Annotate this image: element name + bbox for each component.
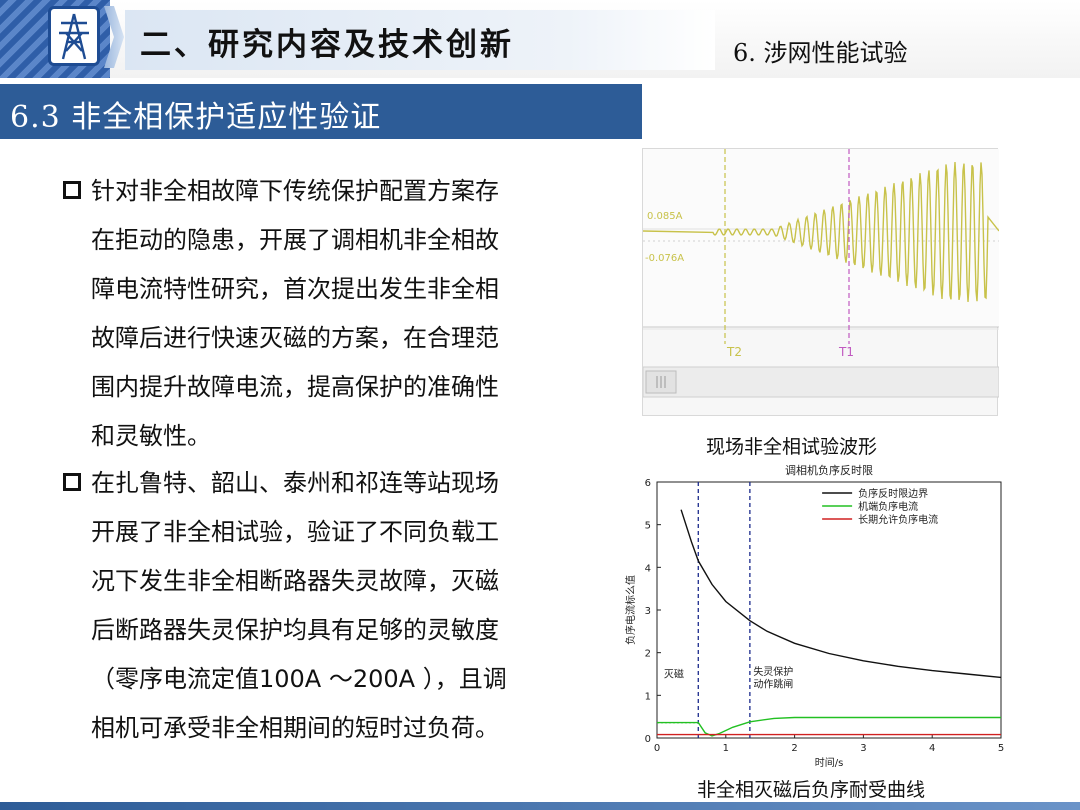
y-tick-label: 5	[645, 521, 651, 532]
header-chevron	[104, 6, 124, 68]
scrollbar-track	[642, 366, 1000, 398]
bullet-line: 和灵敏性。	[91, 422, 211, 450]
bullet-line: 围内提升故障电流，提高保护的准确性	[91, 373, 499, 401]
y-axis-label: 负序电流标么值	[624, 575, 637, 645]
bullet-text: 针对非全相故障下传统保护配置方案存 在拒动的隐患，开展了调相机非全相故 障电流特…	[91, 167, 561, 461]
legend-label: 负序反时限边界	[858, 487, 928, 500]
bullet-line: 障电流特性研究，首次提出发生非全相	[91, 275, 499, 303]
y-tick-label: 4	[645, 563, 651, 574]
x-tick-label: 5	[998, 743, 1004, 754]
negative-sequence-chart: 调相机负序反时限 0 1 2 3 4 5 0 1 2 3 4 5 6 时间/s 负序电流标么值 负序反时限边界机…	[620, 458, 1010, 776]
legend-label: 机端负序电流	[858, 500, 918, 513]
header-band	[125, 10, 715, 70]
waveform-line	[642, 161, 1000, 302]
bullet-line: 况下发生非全相断路器失灵故障，灭磁	[91, 567, 499, 595]
t2-label: T2	[726, 345, 742, 359]
bullet-line: 在拒动的隐患，开展了调相机非全相故	[91, 226, 499, 254]
bullet-square-icon	[63, 473, 81, 491]
y-tick-label: 6	[645, 478, 651, 489]
figure1-caption: 现场非全相试验波形	[706, 436, 878, 458]
waveform-figure: 0.085A -0.076A T2 T1	[642, 148, 1000, 416]
section-title: 6.3 非全相保护适应性验证	[10, 100, 382, 135]
series-line-1	[657, 716, 1001, 737]
bullet-line: 在扎鲁特、韶山、泰州和祁连等站现场	[91, 469, 499, 497]
bullet-line: 相机可承受非全相期间的短时过负荷。	[91, 714, 499, 742]
chart-annotation: 灭磁	[664, 667, 684, 680]
bullet-line: （零序电流定值100A ～200A ），且调	[91, 665, 507, 693]
bullet-line: 开展了非全相试验，验证了不同负载工	[91, 518, 499, 546]
chart-annotation: 失灵保护	[753, 665, 793, 678]
series-line-0	[680, 509, 1002, 679]
chart-annotation: 动作跳闸	[753, 678, 793, 691]
bullet-square-icon	[63, 181, 81, 199]
x-tick-label: 0	[654, 743, 660, 754]
y-tick-label: 1	[645, 691, 651, 702]
x-axis-label: 时间/s	[815, 756, 844, 769]
wave-label-upper: 0.085A	[647, 211, 683, 222]
x-tick-label: 1	[723, 743, 729, 754]
section-bar	[0, 84, 642, 139]
figure2-caption: 非全相灭磁后负序耐受曲线	[697, 779, 926, 801]
bullet-text: 在扎鲁特、韶山、泰州和祁连等站现场 开展了非全相试验，验证了不同负载工 况下发生…	[91, 459, 561, 753]
y-tick-label: 3	[645, 606, 651, 617]
bullet-line: 后断路器失灵保护均具有足够的灵敏度	[91, 616, 499, 644]
legend-label: 长期允许负序电流	[858, 513, 938, 526]
wave-label-lower: -0.076A	[645, 253, 684, 264]
pylon-logo	[48, 6, 100, 66]
plot-area	[656, 481, 1002, 739]
t1-label: T1	[838, 345, 854, 359]
chart-title: 调相机负序反时限	[785, 463, 873, 477]
header-subtitle: 6. 涉网性能试验	[733, 39, 908, 67]
y-tick-label: 0	[645, 734, 651, 745]
y-tick-label: 2	[645, 649, 651, 660]
x-tick-label: 2	[791, 743, 797, 754]
x-tick-label: 3	[860, 743, 866, 754]
bullet-line: 故障后进行快速灭磁的方案，在合理范	[91, 324, 499, 352]
x-tick-label: 4	[929, 743, 935, 754]
footer-line	[0, 802, 1080, 810]
header-title: 二、研究内容及技术创新	[140, 27, 514, 63]
bullet-line: 针对非全相故障下传统保护配置方案存	[91, 177, 499, 205]
